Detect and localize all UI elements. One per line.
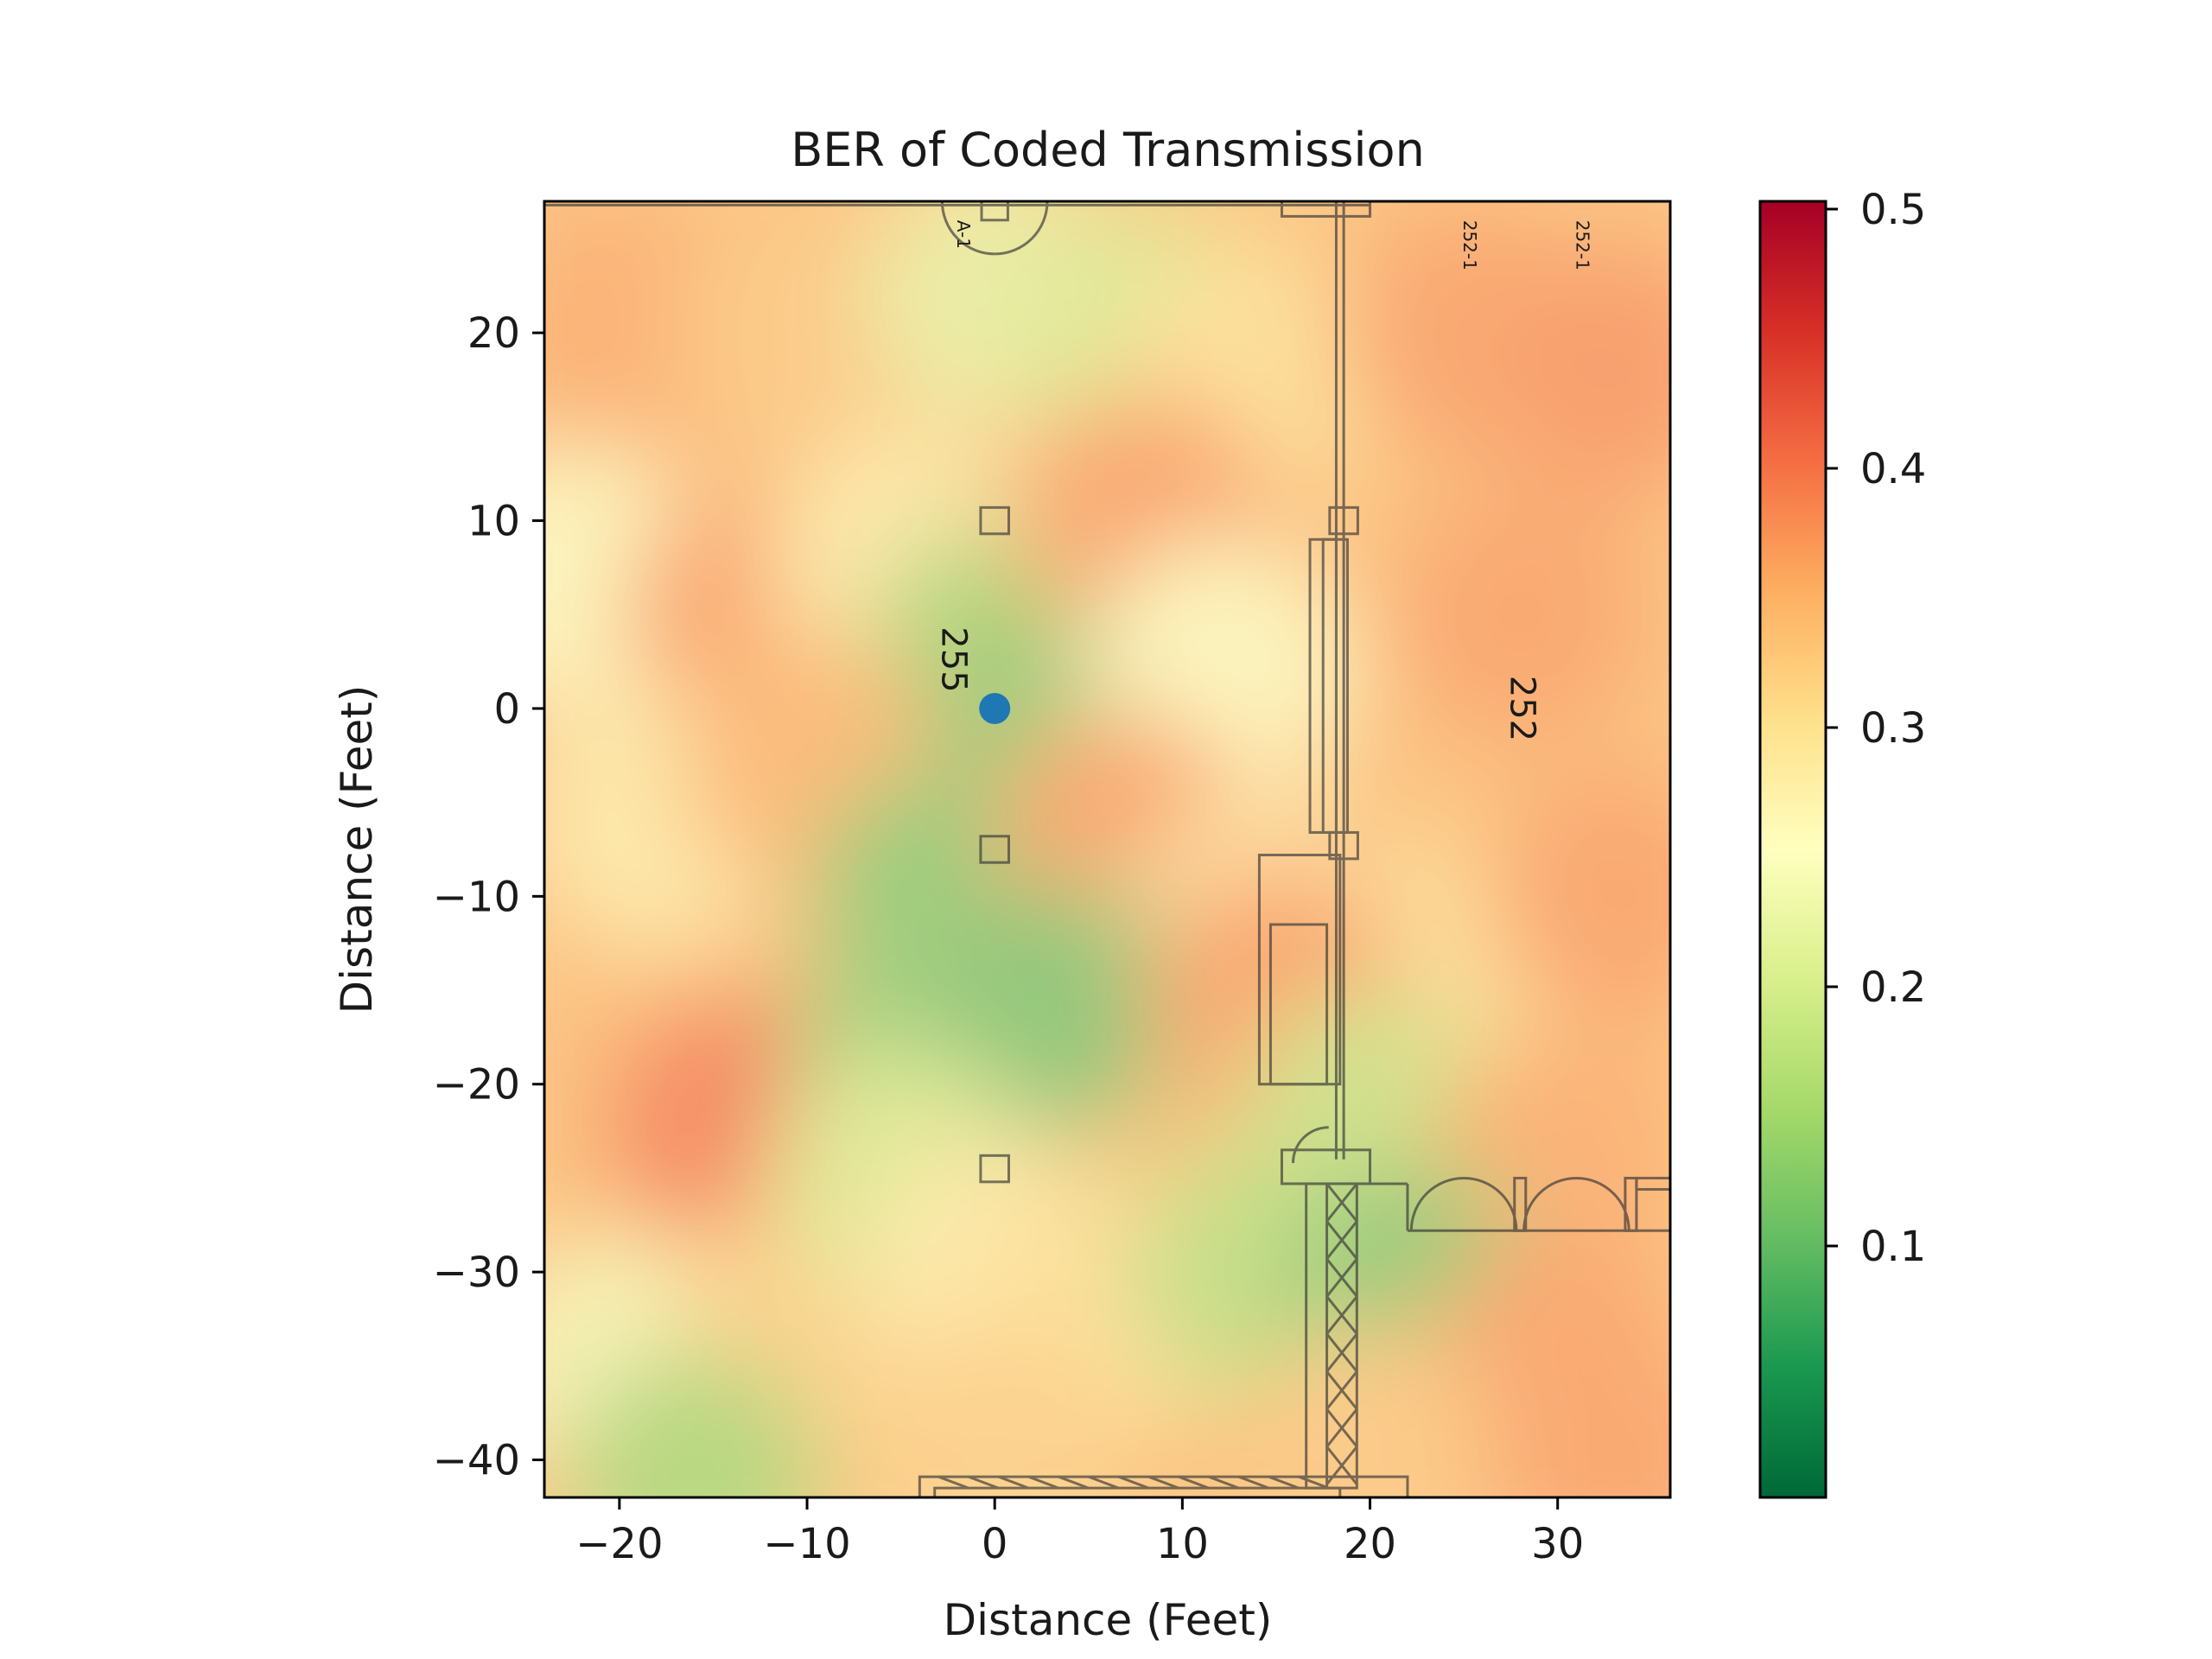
floor-plan-overlay xyxy=(544,201,1670,1497)
ber-heat-field xyxy=(544,201,1670,1497)
stair-tread xyxy=(1325,1220,1358,1260)
room-label: A-1 xyxy=(953,220,974,249)
x-tick-label: 20 xyxy=(1344,1520,1396,1568)
y-tick-label: −40 xyxy=(433,1437,520,1485)
y-tick-label: 0 xyxy=(493,685,520,734)
colorbar-tick-label: 0.3 xyxy=(1860,704,1926,753)
colorbar-ticks: 0.1 0.2 0.3 0.4 0.5 xyxy=(1826,186,1926,1271)
bottom-wall xyxy=(918,1475,1409,1497)
plot-area: 255 252 A-1 252-1 252-1 xyxy=(543,200,1672,1499)
y-axis-label: Distance (Feet) xyxy=(332,685,382,1014)
door-swing-stair xyxy=(1291,1126,1329,1164)
bottom-wall-inner xyxy=(933,1486,1342,1497)
bottom-hatch xyxy=(1268,1475,1300,1490)
colorbar-tick-label: 0.1 xyxy=(1860,1223,1926,1271)
heat-sample xyxy=(865,1330,1125,1497)
heat-sample xyxy=(1484,1330,1670,1497)
partition-upper-inner xyxy=(1321,537,1338,834)
bottom-hatch xyxy=(1118,1475,1149,1490)
colorbar: 0.1 0.2 0.3 0.4 0.5 xyxy=(1758,186,1926,1499)
room-labels: 255 252 A-1 252-1 252-1 xyxy=(933,220,1592,741)
y-axis: 20 10 0 −10 −20 −30 −40 xyxy=(433,309,544,1485)
chart-title: BER of Coded Transmission xyxy=(791,123,1425,177)
room-label: 252-1 xyxy=(1572,220,1592,270)
bottom-hatch xyxy=(1088,1475,1120,1490)
heat-sample xyxy=(1484,766,1670,1027)
x-axis: −20 −10 0 10 20 30 xyxy=(575,1497,1584,1568)
door-swing xyxy=(1409,1177,1518,1231)
bottom-hatch xyxy=(1237,1475,1269,1490)
heat-sample xyxy=(1484,240,1670,500)
y-tick-label: 20 xyxy=(467,309,520,358)
door-swing-top xyxy=(940,201,995,256)
colorbar-tick-label: 0.4 xyxy=(1860,445,1926,493)
stair-tread xyxy=(1325,1295,1358,1335)
x-tick-label: 0 xyxy=(982,1520,1008,1568)
bottom-hatch xyxy=(1058,1475,1090,1490)
stair-tread xyxy=(1325,1183,1358,1223)
x-tick-label: −10 xyxy=(763,1520,850,1568)
door-swing-top xyxy=(995,201,1049,256)
bottom-hatch xyxy=(1208,1475,1240,1490)
pillar xyxy=(979,1154,1010,1184)
x-tick-label: 30 xyxy=(1531,1520,1584,1568)
bottom-hatch xyxy=(1027,1475,1059,1490)
bottom-hatch xyxy=(938,1475,969,1490)
stair-tread xyxy=(1325,1332,1358,1373)
bottom-hatch xyxy=(998,1475,1029,1490)
y-tick-label: 10 xyxy=(467,498,520,546)
pillar xyxy=(979,505,1010,536)
heat-sample xyxy=(564,1349,824,1497)
door-post xyxy=(1624,1176,1638,1232)
stair-tread xyxy=(1325,1370,1358,1410)
colorbar-frame xyxy=(1758,200,1827,1499)
pillar xyxy=(979,835,1010,864)
door-frame-top xyxy=(1280,201,1372,218)
bottom-hatch xyxy=(968,1475,1000,1490)
colorbar-tick-label: 0.2 xyxy=(1860,963,1926,1012)
colorbar-tick-label: 0.5 xyxy=(1860,186,1926,234)
room-label: 252-1 xyxy=(1459,220,1480,270)
heat-sample xyxy=(1390,485,1650,745)
room-label: 255 xyxy=(933,626,973,692)
x-tick-label: −20 xyxy=(575,1520,663,1568)
heat-sample xyxy=(921,879,1181,1139)
pillar-top xyxy=(980,201,1009,222)
y-tick-label: −30 xyxy=(433,1249,520,1297)
door-swing xyxy=(1522,1177,1630,1231)
plot-frame xyxy=(543,200,1672,1499)
stair-tread xyxy=(1325,1408,1358,1448)
x-axis-label: Distance (Feet) xyxy=(944,1595,1273,1645)
room-label: 252 xyxy=(1502,676,1541,741)
bottom-hatch xyxy=(1178,1475,1210,1490)
bottom-hatch xyxy=(1147,1475,1179,1490)
transmitter-marker xyxy=(979,692,1011,724)
door-post xyxy=(1513,1176,1528,1232)
x-tick-label: 10 xyxy=(1156,1520,1209,1568)
colorbar-gradient xyxy=(1760,201,1826,1497)
door-header xyxy=(1635,1176,1670,1191)
stair-tread xyxy=(1325,1257,1358,1298)
y-tick-label: −20 xyxy=(433,1061,520,1109)
bottom-hatch xyxy=(1298,1475,1330,1490)
y-tick-label: −10 xyxy=(433,873,520,921)
closet-inner xyxy=(1268,923,1329,1086)
